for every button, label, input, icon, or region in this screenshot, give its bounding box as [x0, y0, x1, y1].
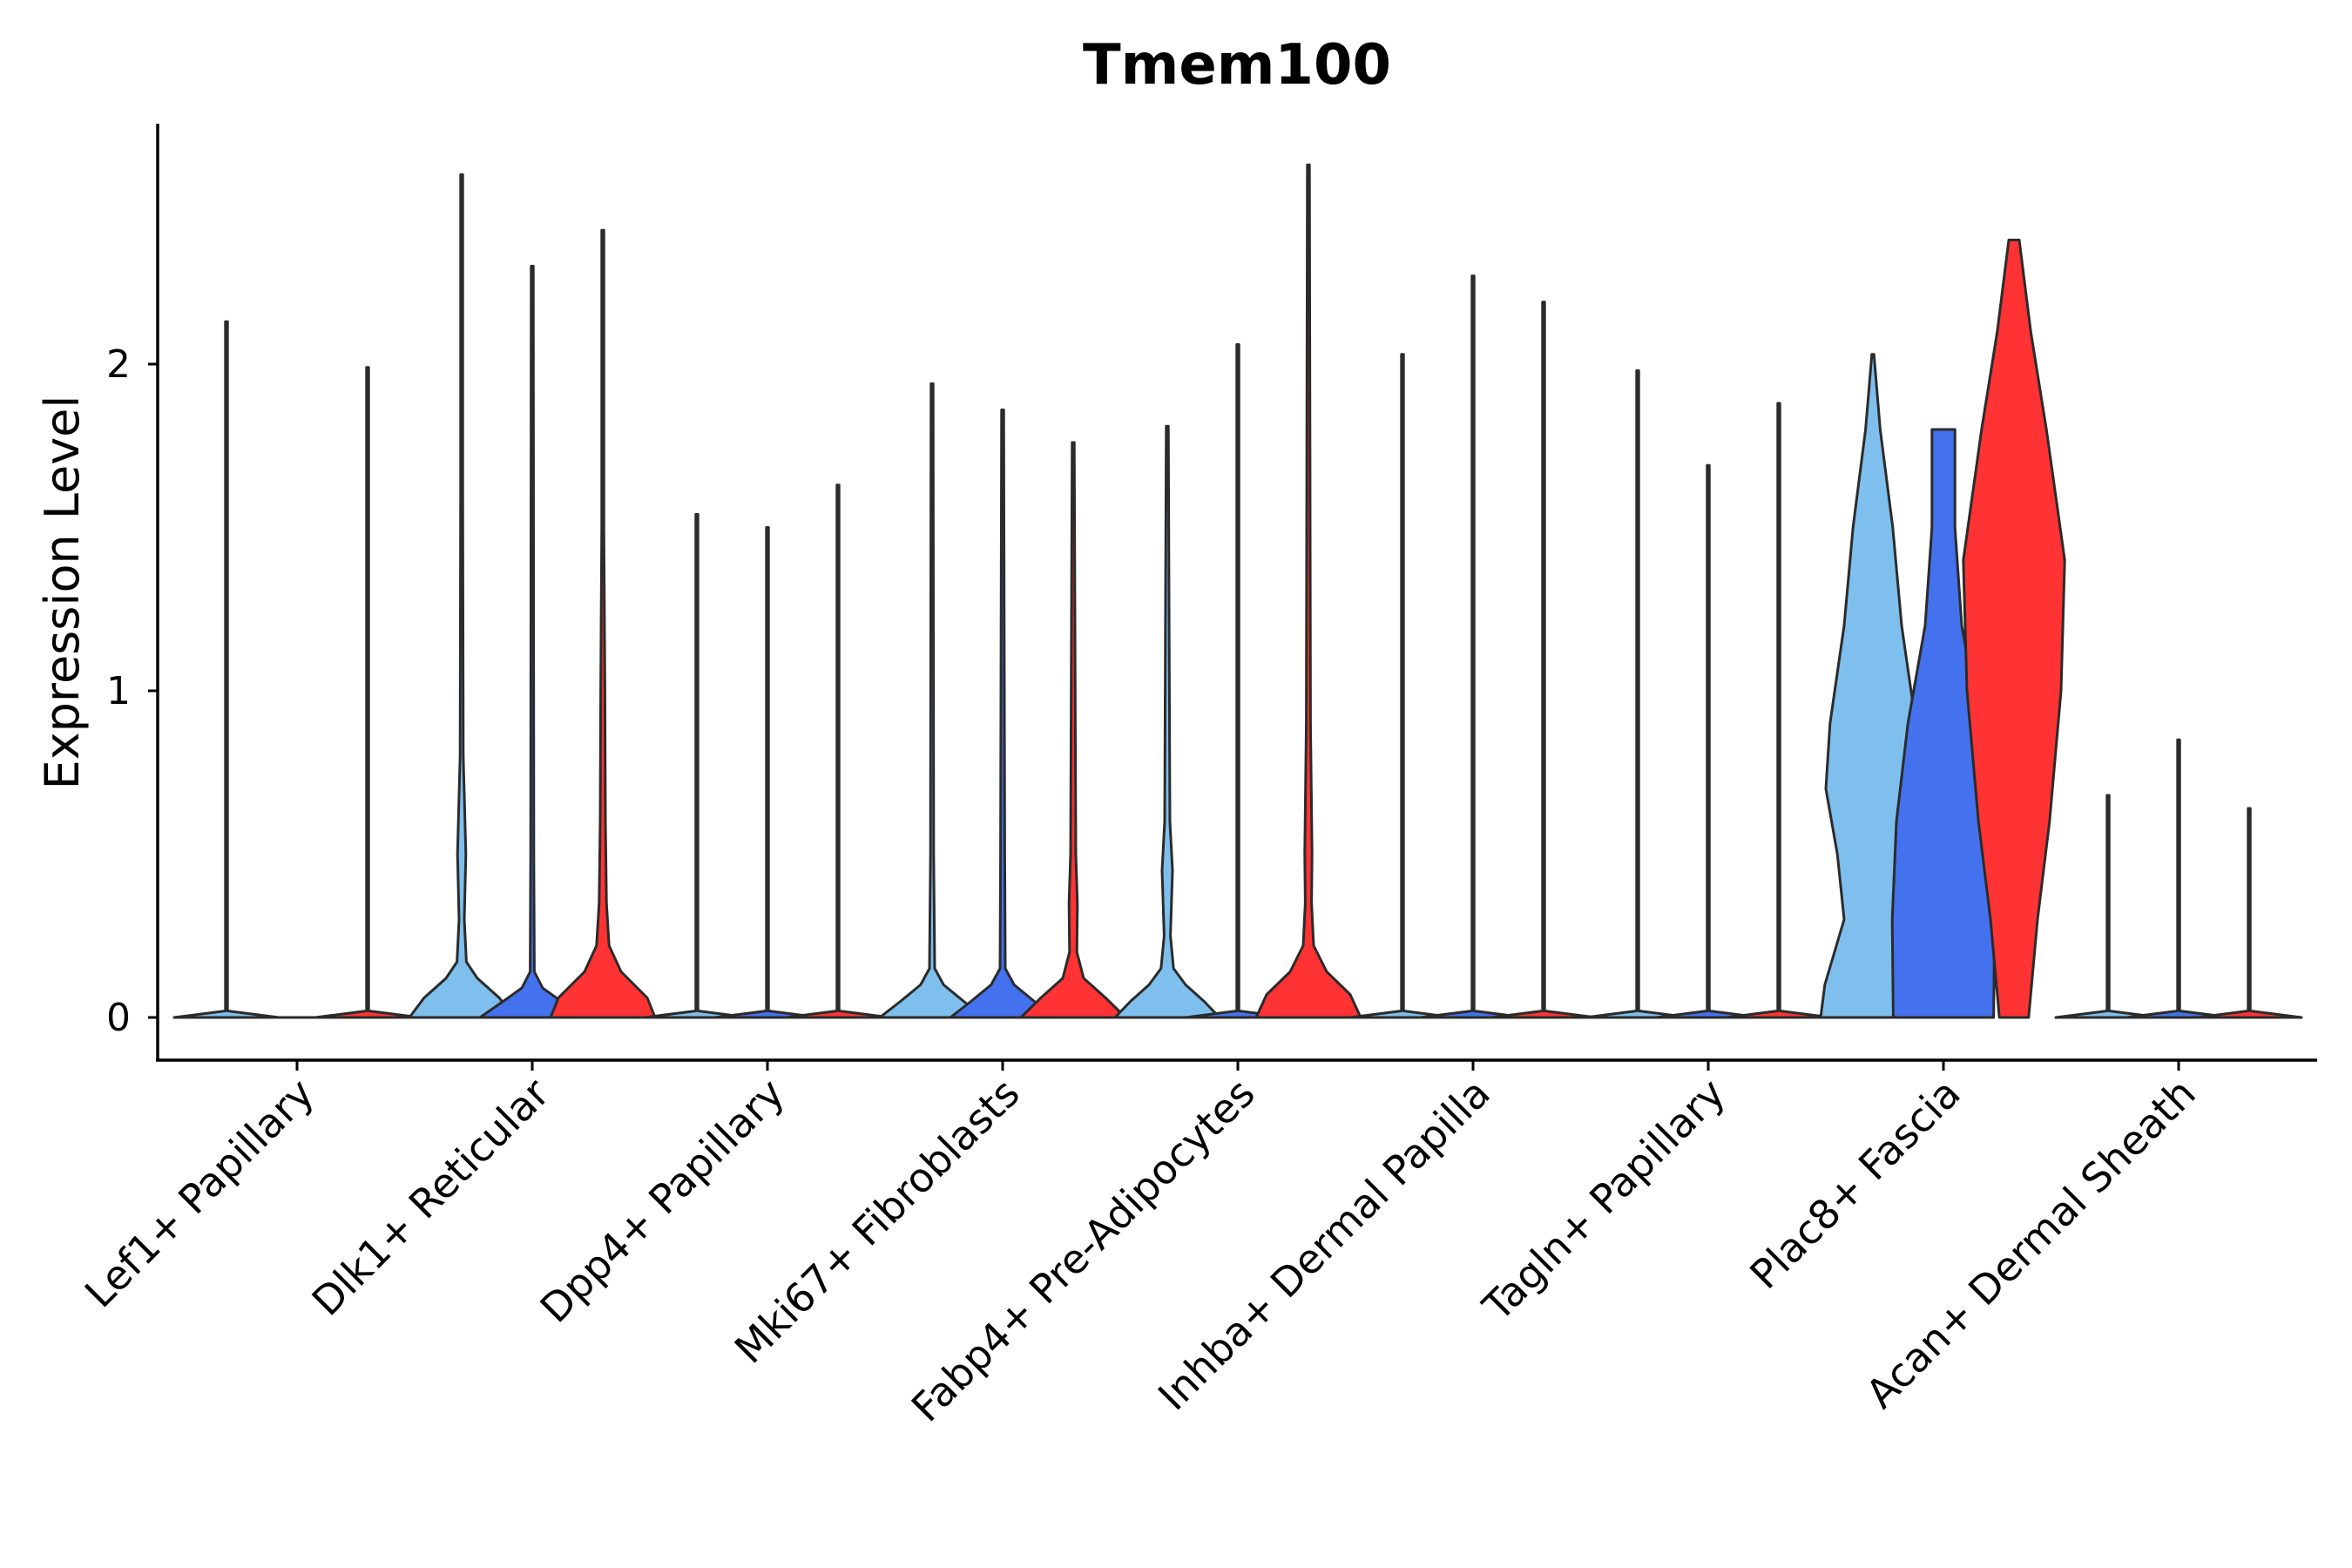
violin-shape [2125, 738, 2233, 1019]
y-tick-label: 1 [106, 669, 131, 713]
y-tick-label: 0 [106, 996, 131, 1040]
violin-shape [549, 228, 657, 1019]
violin-shape [643, 513, 751, 1019]
category-label: Tagln+ Papillary [1473, 1070, 1734, 1331]
violin-shape [1654, 463, 1762, 1019]
violin-shape [713, 526, 821, 1019]
y-axis-label: Expression Level [35, 395, 90, 790]
violin-shape [1725, 402, 1833, 1019]
y-tick-label: 2 [106, 342, 131, 387]
violin-shape [478, 265, 586, 1019]
category-label: Lef1+ Papillary [76, 1070, 323, 1317]
y-axis-ticks: 0 1 2 [106, 342, 158, 1040]
violin-shape [1254, 163, 1362, 1019]
violin-shape [1019, 441, 1127, 1019]
violin-shape [2195, 807, 2303, 1019]
violin-shape [314, 366, 422, 1019]
violin-shape [1184, 343, 1292, 1019]
category-label: Dlk1+ Reticular [303, 1070, 558, 1325]
violin-shape [1419, 274, 1527, 1019]
violin-shape [878, 382, 986, 1019]
violin-shape [1962, 239, 2066, 1019]
violin-shape [1490, 301, 1598, 1019]
violin-layer [172, 163, 2303, 1019]
violin-shape [784, 483, 892, 1019]
violin-shape [949, 409, 1057, 1019]
violin-shape [1113, 424, 1221, 1019]
category-label: Dpp4+ Papillary [531, 1070, 794, 1332]
violin-shape [1348, 353, 1456, 1019]
violin-shape [1584, 369, 1692, 1019]
violin-shape [2054, 794, 2162, 1019]
violin-shape [172, 320, 280, 1019]
category-label: Plac8+ Fascia [1740, 1070, 1969, 1298]
violin-shape [408, 173, 516, 1019]
chart-title: Tmem100 [1083, 33, 1391, 98]
